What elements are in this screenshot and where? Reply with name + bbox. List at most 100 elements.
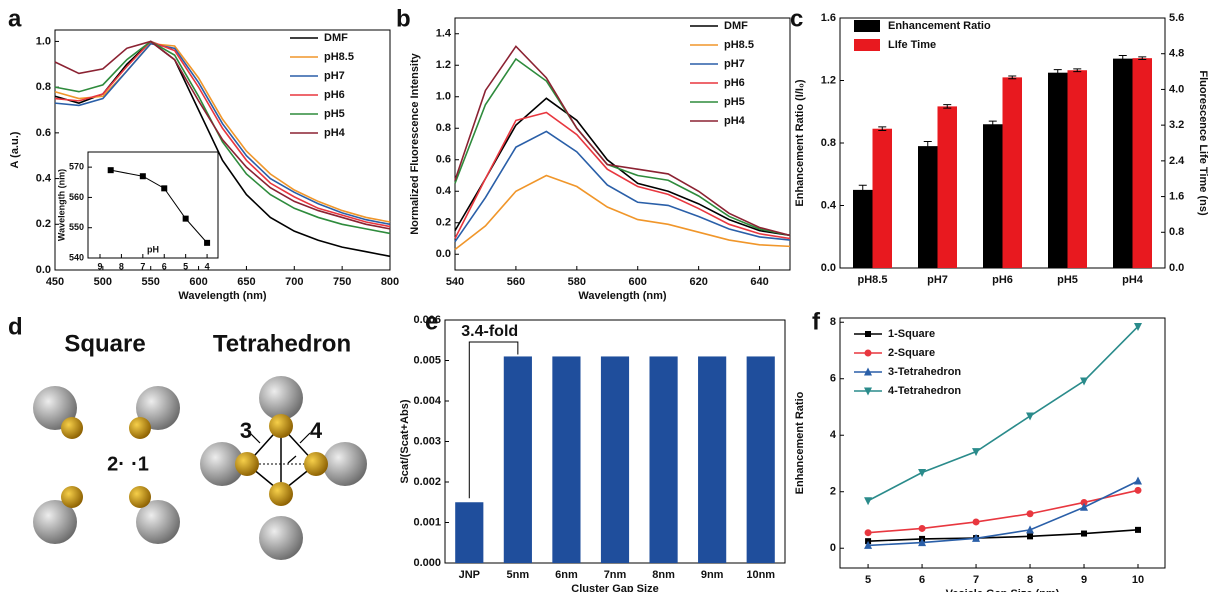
series-line [454,130,791,243]
point [139,173,146,180]
bar [455,502,484,563]
y-tick-label: 0.0 [36,264,51,276]
x-tick-label: 600 [189,276,207,288]
x-tick-label: 5 [183,261,188,271]
x-tick-label: 5 [865,574,871,586]
legend-marker [864,367,872,376]
legend-label: LIfe Time [888,39,936,51]
x-tick-label: 7 [973,574,979,586]
series-line [454,174,791,251]
legend-label: pH6 [324,89,345,101]
legend-marker [864,349,872,357]
bar [872,128,892,268]
panel-letter: c [790,5,803,32]
point [918,538,927,547]
x-tick-label: pH4 [1122,274,1144,286]
x-tick-label: 6 [162,261,167,271]
y-tick-label: 540 [69,252,84,262]
bar [1132,58,1152,268]
series-line [454,57,791,237]
y-axis-title: Enhancement Ratio (I/I₀) [794,79,806,207]
x-axis-title: Vesicle Gap Size (nm) [946,588,1060,592]
legend-label: pH6 [724,77,745,89]
y2-tick-label: 2.4 [1169,155,1185,167]
diagram-label: ·1 [131,453,149,475]
x-tick-label: 700 [285,276,303,288]
y-tick-label: 0.004 [413,395,441,407]
series-line [454,45,791,237]
diagram-label: 3 [240,418,252,443]
legend-swatch [854,20,880,32]
y-tick-label: 560 [69,192,84,202]
y-tick-label: 0.6 [36,127,51,139]
y-tick-label: 2 [830,486,836,498]
bar [503,356,532,563]
legend-swatch [854,39,880,51]
point [1081,530,1088,537]
x-tick-label: pH7 [927,274,948,286]
x-tick-label: 9 [97,261,102,271]
y-tick-label: 0.006 [413,314,441,326]
x-tick-label: 4 [205,261,210,271]
y2-axis-title: Fluorescence Life Time (ns) [1197,70,1209,216]
x-tick-label: 10nm [746,569,775,581]
point [864,497,873,506]
y-axis-title: Wavelength (nm) [56,169,66,241]
x-tick-label: 7nm [604,569,627,581]
series-line [868,480,1139,547]
point [1134,476,1143,485]
diagram-label: Tetrahedron [213,330,351,357]
diagram-label: 4 [310,418,323,443]
point [1080,498,1088,506]
bar [552,356,581,563]
bar [937,106,957,269]
series-line [867,325,1139,502]
error-bar [1138,56,1147,61]
y-tick-label: 1.0 [36,35,51,47]
legend-label: pH7 [324,70,345,82]
x-tick-label: 8 [1027,574,1033,586]
error-bar [878,126,887,131]
arrow [249,432,311,464]
point [1026,525,1035,534]
gold-sphere [129,417,151,439]
x-tick-label: 450 [46,276,64,288]
point [1134,322,1143,331]
plot-frame [454,17,791,271]
gold-sphere [61,486,83,508]
x-tick-label: 620 [689,276,707,288]
point [864,540,873,549]
x-tick-label: 540 [446,276,464,288]
y-tick-label: 0.002 [413,476,441,488]
point [1027,533,1034,540]
legend-label: pH4 [324,127,346,139]
bar [746,356,775,563]
series-line [54,40,391,235]
x-tick-label: 600 [629,276,647,288]
error-bar [943,104,952,109]
x-tick-label: 6nm [555,569,578,581]
y-tick-label: 0.2 [436,217,451,229]
x-tick-label: pH8.5 [858,274,888,286]
y-tick-label: 0.4 [821,199,837,211]
silver-sphere [200,442,244,486]
point [204,239,211,246]
point [161,185,168,192]
error-bar [988,120,997,128]
y-tick-label: 0.001 [413,516,441,528]
gold-sphere [129,486,151,508]
y-tick-label: 0.4 [36,172,52,184]
x-axis-title: Wavelength (nm) [578,290,667,302]
diagram-label: Square [64,330,145,357]
x-tick-label: 500 [94,276,112,288]
panel-letter: b [396,5,411,32]
error-bar [1118,55,1127,63]
series-line [54,40,391,228]
x-tick-label: 10 [1132,574,1144,586]
legend-label: Enhancement Ratio [888,20,991,32]
gold-sphere [61,417,83,439]
plot-frame [839,317,1166,569]
series-line [54,42,391,226]
panel-letter: d [8,313,23,340]
y2-tick-label: 4.8 [1169,48,1184,60]
